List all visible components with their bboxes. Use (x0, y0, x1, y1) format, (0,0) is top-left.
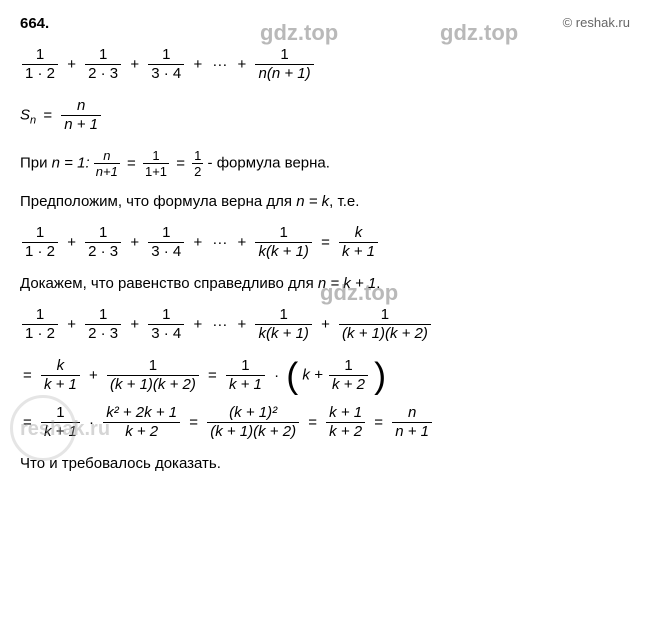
copyright: © reshak.ru (563, 15, 630, 32)
prove-line: Докажем, что равенство справедливо для n… (20, 275, 630, 292)
base-case-line: При n = 1: nn+1 = 11+1 = 12 - формула ве… (20, 148, 630, 179)
watermark-circle (10, 395, 76, 461)
equation-step-row2: = 1k + 1 · k² + 2k + 1k + 2 = (k + 1)²(k… (20, 404, 630, 441)
equation-series-definition: 11 · 2 + 12 · 3 + 13 · 4 + ··· + 1n(n + … (20, 46, 630, 83)
problem-number: 664. (20, 15, 49, 32)
equation-step-row1: = kk + 1 + 1(k + 1)(k + 2) = 1k + 1 · ( … (20, 357, 630, 394)
header: 664. © reshak.ru (20, 15, 630, 32)
qed-line: Что и требовалось доказать. (20, 455, 630, 472)
equation-assumption: 11 · 2 + 12 · 3 + 13 · 4 + ··· + 1k(k + … (20, 224, 630, 261)
assume-line: Предположим, что формула верна для n = k… (20, 193, 630, 210)
equation-sn-formula: Sn = nn + 1 (20, 97, 630, 134)
equation-step-expansion: 11 · 2 + 12 · 3 + 13 · 4 + ··· + 1k(k + … (20, 306, 630, 343)
